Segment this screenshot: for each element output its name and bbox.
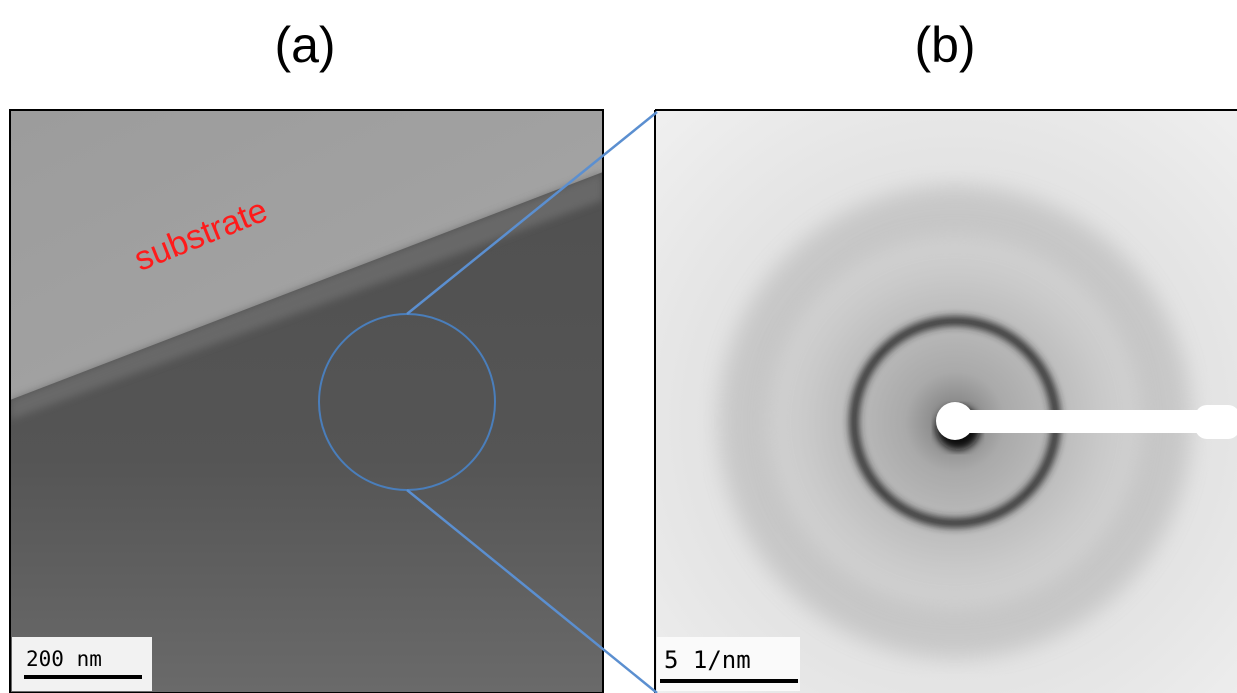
scale-bar-label: 200 nm <box>26 647 102 671</box>
figure: (a) (b) substrate 200 nm 5 1/nm <box>0 0 1237 693</box>
tem-image: substrate 200 nm <box>10 110 603 693</box>
scale-bar <box>660 679 798 683</box>
scale-bar <box>24 675 142 679</box>
scale-bar-label: 5 1/nm <box>664 646 751 674</box>
diffraction-image: 5 1/nm <box>655 110 1237 693</box>
panel-label: (a) <box>274 17 335 73</box>
page: (a) (b) substrate 200 nm 5 1/nm (() => {… <box>0 0 1237 693</box>
panel-label: (b) <box>914 17 975 73</box>
